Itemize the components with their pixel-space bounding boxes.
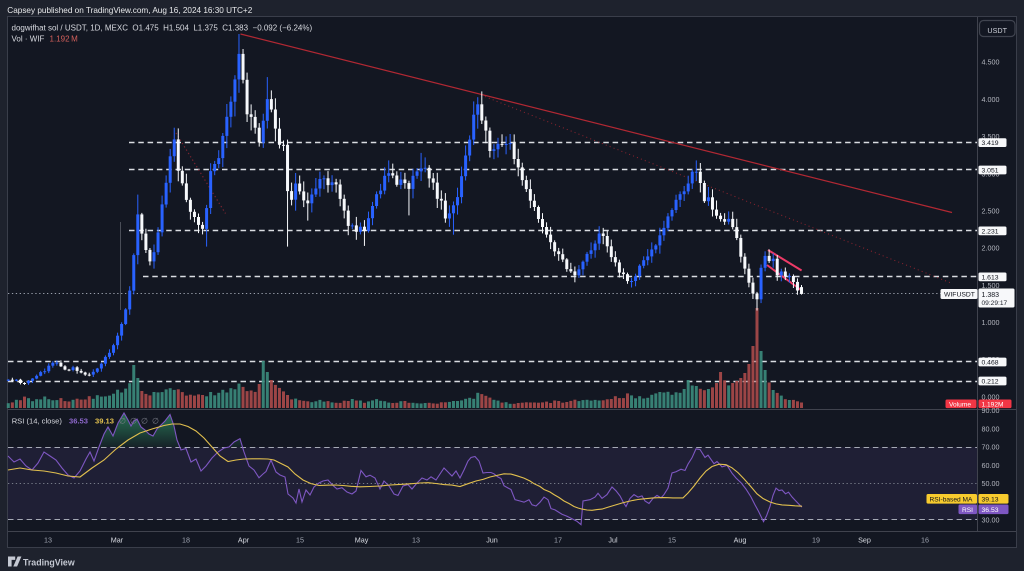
svg-text:0.212: 0.212 [982, 378, 999, 385]
svg-text:1.192M: 1.192M [982, 401, 1004, 408]
svg-text:1.383: 1.383 [982, 292, 1000, 299]
svg-text:3.500: 3.500 [982, 132, 1000, 141]
svg-text:70.00: 70.00 [982, 443, 1000, 452]
svg-text:dogwifhat sol / USDT, 1D, MEXC: dogwifhat sol / USDT, 1D, MEXC O1.475 H1… [12, 24, 313, 33]
svg-text:RSI-based MA: RSI-based MA [930, 496, 973, 503]
svg-text:60.00: 60.00 [982, 461, 1000, 470]
svg-text:WIFUSDT: WIFUSDT [944, 292, 975, 299]
svg-text:18: 18 [182, 536, 190, 545]
svg-text:2.500: 2.500 [982, 206, 1000, 215]
svg-text:May: May [355, 536, 369, 545]
svg-text:∅: ∅ [130, 417, 137, 426]
svg-text:1.000: 1.000 [982, 318, 1000, 327]
svg-text:TradingView: TradingView [23, 558, 75, 568]
svg-text:4.000: 4.000 [982, 95, 1000, 104]
svg-text:15: 15 [668, 536, 676, 545]
svg-text:∅: ∅ [141, 417, 148, 426]
svg-text:0.000: 0.000 [982, 393, 1000, 402]
svg-text:09:29:17: 09:29:17 [982, 300, 1008, 307]
svg-text:39.13: 39.13 [95, 417, 114, 426]
svg-text:Capsey published on TradingVie: Capsey published on TradingView.com, Aug… [7, 6, 252, 15]
svg-text:3.051: 3.051 [982, 167, 999, 174]
svg-text:Mar: Mar [111, 536, 124, 545]
svg-text:36.53: 36.53 [982, 507, 999, 514]
svg-text:13: 13 [44, 536, 52, 545]
svg-text:4.500: 4.500 [982, 58, 1000, 67]
svg-text:USDT: USDT [987, 26, 1007, 35]
svg-text:3.419: 3.419 [982, 140, 999, 147]
svg-text:30.00: 30.00 [982, 515, 1000, 524]
svg-text:1.500: 1.500 [982, 281, 1000, 290]
svg-text:13: 13 [412, 536, 420, 545]
svg-text:19: 19 [812, 536, 820, 545]
svg-text:Jun: Jun [486, 536, 498, 545]
svg-text:1.192 M: 1.192 M [50, 35, 79, 44]
svg-text:Apr: Apr [238, 536, 250, 545]
svg-text:0.468: 0.468 [982, 359, 999, 366]
svg-text:Sep: Sep [858, 536, 871, 545]
svg-text:RSI (14, close): RSI (14, close) [12, 417, 63, 426]
svg-text:RSI: RSI [962, 507, 973, 514]
svg-text:∅: ∅ [119, 417, 126, 426]
svg-text:Vol · WIF: Vol · WIF [12, 35, 45, 44]
svg-text:50.00: 50.00 [982, 479, 1000, 488]
svg-text:1.613: 1.613 [982, 274, 999, 281]
svg-text:39.13: 39.13 [982, 496, 999, 503]
svg-text:∅: ∅ [152, 417, 159, 426]
svg-text:2.231: 2.231 [982, 228, 999, 235]
svg-text:80.00: 80.00 [982, 424, 1000, 433]
svg-text:17: 17 [554, 536, 562, 545]
svg-text:15: 15 [296, 536, 304, 545]
svg-text:2.000: 2.000 [982, 244, 1000, 253]
svg-text:90.00: 90.00 [982, 406, 1000, 415]
svg-text:Aug: Aug [734, 536, 747, 545]
svg-text:Jul: Jul [608, 536, 618, 545]
svg-text:36.53: 36.53 [69, 417, 88, 426]
svg-text:Volume: Volume [949, 401, 971, 408]
svg-text:16: 16 [921, 536, 929, 545]
